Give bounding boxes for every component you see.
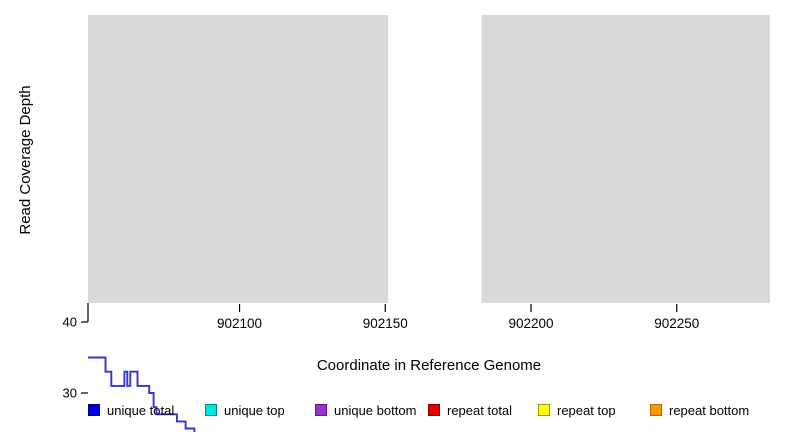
legend-swatch-repeat-bottom <box>650 404 662 416</box>
x-tick-label: 902200 <box>508 316 553 331</box>
legend-label: unique total <box>107 402 175 418</box>
x-tick-label: 902100 <box>217 316 262 331</box>
legend-label: unique top <box>224 402 285 418</box>
legend-item-repeat-bottom: repeat bottom <box>650 402 750 418</box>
legend-swatch-unique-total <box>88 404 100 416</box>
legend-label: unique bottom <box>334 402 417 418</box>
legend-item-unique-bottom: unique bottom <box>315 402 417 418</box>
legend-item-repeat-top: repeat top <box>538 402 616 418</box>
legend-item-unique-top: unique top <box>205 402 285 418</box>
legend-swatch-repeat-top <box>538 404 550 416</box>
y-axis-title: Read Coverage Depth <box>17 85 34 235</box>
legend-item-repeat-total: repeat total <box>428 402 513 418</box>
highlight-band <box>388 15 482 303</box>
x-axis-title: Coordinate in Reference Genome <box>316 357 542 374</box>
y-tick-label: 40 <box>63 315 77 330</box>
legend-label: repeat total <box>447 402 513 418</box>
legend-swatch-repeat-total <box>428 404 440 416</box>
x-tick-label: 902250 <box>654 316 699 331</box>
legend-item-unique-total: unique total <box>88 402 175 418</box>
series-line-unique-total <box>88 356 196 432</box>
legend-swatch-unique-top <box>205 404 217 416</box>
legend-label: repeat bottom <box>669 402 750 418</box>
x-tick-label: 902150 <box>363 316 408 331</box>
legend-swatch-unique-bottom <box>315 404 327 416</box>
y-tick-label: 30 <box>63 386 77 401</box>
legend-label: repeat top <box>557 402 616 418</box>
